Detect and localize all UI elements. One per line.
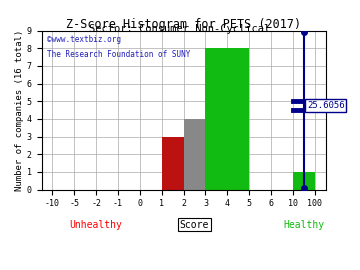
Bar [293,172,315,190]
Text: Score: Score [180,220,209,230]
Title: Z-Score Histogram for PETS (2017): Z-Score Histogram for PETS (2017) [66,18,301,31]
Text: 25.6056: 25.6056 [307,101,345,110]
Text: ©www.textbiz.org: ©www.textbiz.org [47,35,121,45]
Text: Unhealthy: Unhealthy [70,220,122,230]
Bar [206,48,249,190]
Text: Healthy: Healthy [283,220,324,230]
Text: Sector: Consumer Non-Cyclical: Sector: Consumer Non-Cyclical [89,24,271,34]
Y-axis label: Number of companies (16 total): Number of companies (16 total) [15,29,24,191]
Bar [184,119,206,190]
Text: The Research Foundation of SUNY: The Research Foundation of SUNY [47,50,190,59]
Bar [162,137,184,190]
